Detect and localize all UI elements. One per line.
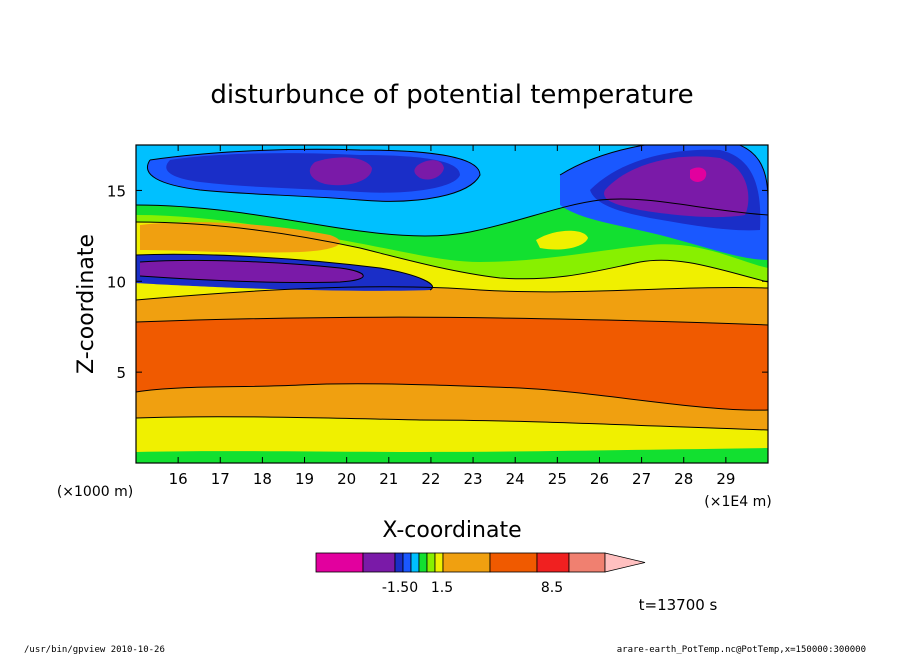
y-tick-label: 5 bbox=[116, 364, 126, 382]
x-axis: 16 17 18 19 20 21 22 23 24 25 26 27 28 29 bbox=[169, 145, 735, 488]
contour-fill bbox=[140, 260, 364, 283]
colorbar-swatch bbox=[426, 552, 436, 573]
time-label: t=13700 s bbox=[639, 596, 718, 614]
x-tick-label: 24 bbox=[506, 470, 525, 488]
colorbar-label-low: -1.50 bbox=[382, 580, 418, 596]
colorbar-swatch bbox=[315, 552, 364, 573]
contour-fill bbox=[136, 448, 768, 463]
contour-lines bbox=[136, 145, 768, 431]
x-tick-label: 19 bbox=[295, 470, 314, 488]
contour-fill bbox=[690, 167, 707, 182]
footer-left: /usr/bin/gpview 2010-10-26 bbox=[24, 645, 165, 654]
colorbar-swatch bbox=[394, 552, 404, 573]
colorbar bbox=[315, 552, 646, 573]
contour-fill bbox=[604, 156, 749, 218]
x-tick-label: 26 bbox=[590, 470, 609, 488]
contour-fill bbox=[309, 157, 372, 186]
x-tick-label: 16 bbox=[169, 470, 188, 488]
footer-right: arare-earth_PotTemp.nc@PotTemp,x=150000:… bbox=[617, 645, 866, 654]
colorbar-label-mid: 1.5 bbox=[431, 580, 453, 596]
colorbar-overflow-triangle bbox=[604, 552, 646, 573]
y-unit-label: (×1000 m) bbox=[57, 484, 133, 500]
x-tick-label: 17 bbox=[211, 470, 230, 488]
contour-fill bbox=[536, 230, 588, 250]
plot-frame bbox=[135, 144, 769, 464]
contour-field bbox=[136, 145, 768, 463]
colorbar-swatch bbox=[568, 552, 606, 573]
colorbar-label-high: 8.5 bbox=[541, 580, 563, 596]
x-tick-label: 28 bbox=[674, 470, 693, 488]
colorbar-swatch bbox=[489, 552, 538, 573]
colorbar-swatch bbox=[434, 552, 444, 573]
contour-fill bbox=[136, 317, 768, 411]
y-tick-label: 15 bbox=[107, 182, 126, 200]
colorbar-swatch bbox=[442, 552, 491, 573]
x-tick-label: 21 bbox=[379, 470, 398, 488]
chart-title: disturbunce of potential temperature bbox=[210, 80, 693, 110]
colorbar-swatch bbox=[418, 552, 428, 573]
y-axis-label: Z-coordinate bbox=[74, 234, 99, 374]
colorbar-swatch bbox=[410, 552, 420, 573]
x-tick-label: 25 bbox=[548, 470, 567, 488]
x-tick-label: 27 bbox=[632, 470, 651, 488]
x-tick-label: 20 bbox=[337, 470, 356, 488]
contour-fill bbox=[140, 222, 340, 253]
x-tick-label: 18 bbox=[253, 470, 272, 488]
x-tick-label: 29 bbox=[716, 470, 735, 488]
contour-fill bbox=[414, 160, 444, 180]
colorbar-swatch bbox=[402, 552, 412, 573]
x-axis-label: X-coordinate bbox=[382, 518, 521, 543]
x-unit-label: (×1E4 m) bbox=[704, 494, 771, 510]
colorbar-swatch bbox=[362, 552, 396, 573]
y-axis: 5 10 15 bbox=[107, 182, 768, 382]
colorbar-swatch bbox=[536, 552, 570, 573]
x-tick-label: 23 bbox=[464, 470, 483, 488]
x-tick-label: 22 bbox=[421, 470, 440, 488]
y-tick-label: 10 bbox=[107, 273, 126, 291]
